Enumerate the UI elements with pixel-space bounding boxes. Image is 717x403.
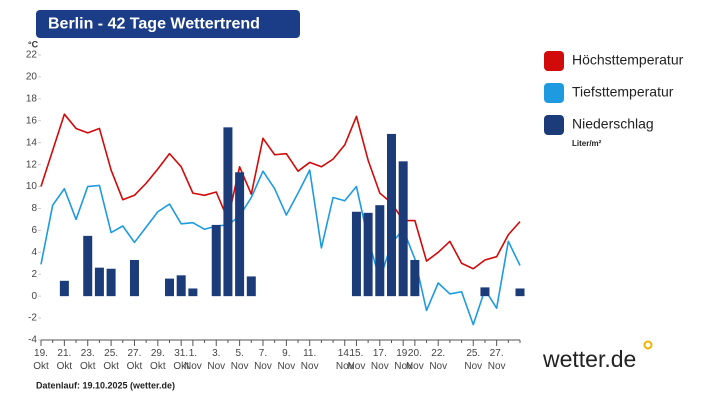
y-tick-label: 16 bbox=[26, 115, 38, 126]
x-tick-label: 27. Okt bbox=[127, 348, 143, 372]
precip-bar bbox=[129, 259, 139, 297]
x-tick-label: 25. Nov bbox=[464, 348, 482, 372]
precip-bar bbox=[59, 280, 69, 297]
precip-bar bbox=[223, 127, 233, 297]
x-tick-label: 1. Nov bbox=[184, 348, 202, 372]
x-tick-label: 19. Okt bbox=[33, 348, 49, 372]
precip-bar bbox=[351, 211, 361, 297]
precip-bar bbox=[188, 288, 198, 297]
x-tick-label: 23. Okt bbox=[80, 348, 96, 372]
title-box bbox=[36, 10, 300, 38]
precip-bar bbox=[398, 161, 408, 297]
chart-title: Berlin - 42 Tage Wettertrend bbox=[48, 16, 260, 33]
y-tick-label: 12 bbox=[26, 159, 38, 170]
y-tick-label: 10 bbox=[26, 181, 38, 192]
x-tick-label: 11. Nov bbox=[301, 348, 319, 372]
temp-line bbox=[40, 113, 521, 270]
x-tick-label: 15. Nov bbox=[348, 348, 366, 372]
legend-label: Höchsttemperatur bbox=[572, 52, 684, 68]
legend-label: Tiefsttemperatur bbox=[572, 84, 674, 100]
y-tick-label: -2 bbox=[28, 313, 37, 324]
precip-bar bbox=[176, 275, 186, 297]
y-tick-label: 14 bbox=[26, 137, 38, 148]
y-tick-label: 6 bbox=[31, 225, 37, 236]
y-tick-label: 8 bbox=[31, 203, 37, 214]
precip-bar bbox=[246, 276, 256, 297]
x-tick-label: 20. Nov bbox=[406, 348, 424, 372]
y-tick-label: 22 bbox=[26, 50, 38, 61]
x-tick-label: 19. Nov bbox=[394, 348, 412, 372]
legend-swatch bbox=[544, 115, 564, 135]
x-tick-label: 17. Nov bbox=[371, 348, 389, 372]
precip-bar bbox=[375, 205, 385, 297]
y-tick-label: 2 bbox=[31, 269, 37, 280]
temp-line bbox=[40, 169, 521, 326]
y-tick-label: 18 bbox=[26, 93, 38, 104]
x-tick-label: 7. Nov bbox=[254, 348, 272, 372]
x-tick-label: 22. Nov bbox=[429, 348, 447, 372]
x-tick-label: 31. Okt bbox=[173, 348, 189, 372]
precip-bar bbox=[363, 212, 373, 297]
precip-bar bbox=[94, 267, 104, 297]
precip-bar bbox=[410, 259, 420, 297]
precip-bar bbox=[83, 235, 93, 297]
y-tick-label: -4 bbox=[28, 335, 37, 346]
y-tick-label: 0 bbox=[31, 291, 37, 302]
x-tick-label: 27. Nov bbox=[488, 348, 506, 372]
legend-swatch bbox=[544, 83, 564, 103]
legend-label: Niederschlag bbox=[572, 116, 654, 132]
x-tick-label: 29. Okt bbox=[150, 348, 166, 372]
precip-bar bbox=[515, 288, 525, 297]
y-unit: °C bbox=[28, 39, 39, 49]
brand-logo: wetter.de bbox=[542, 346, 636, 372]
y-tick-label: 20 bbox=[26, 72, 38, 83]
x-tick-label: 9. Nov bbox=[277, 348, 295, 372]
x-tick-label: 14. Nov bbox=[336, 348, 354, 372]
precip-bar bbox=[235, 172, 245, 297]
precip-bar bbox=[165, 278, 175, 297]
legend-swatch bbox=[544, 51, 564, 71]
x-tick-label: 21. Okt bbox=[57, 348, 73, 372]
footer: Datenlauf: 19.10.2025 (wetter.de) bbox=[36, 380, 175, 390]
logo-dot bbox=[643, 340, 653, 350]
y-tick-label: 4 bbox=[31, 247, 37, 258]
x-tick-label: 25. Okt bbox=[103, 348, 119, 372]
precip-bar bbox=[386, 133, 396, 297]
precip-bar bbox=[106, 268, 116, 297]
legend-unit: Liter/m² bbox=[572, 139, 602, 148]
x-tick-label: 5. Nov bbox=[231, 348, 249, 372]
x-tick-label: 3. Nov bbox=[207, 348, 225, 372]
precip-bar bbox=[480, 287, 490, 297]
precip-bar bbox=[211, 224, 221, 297]
